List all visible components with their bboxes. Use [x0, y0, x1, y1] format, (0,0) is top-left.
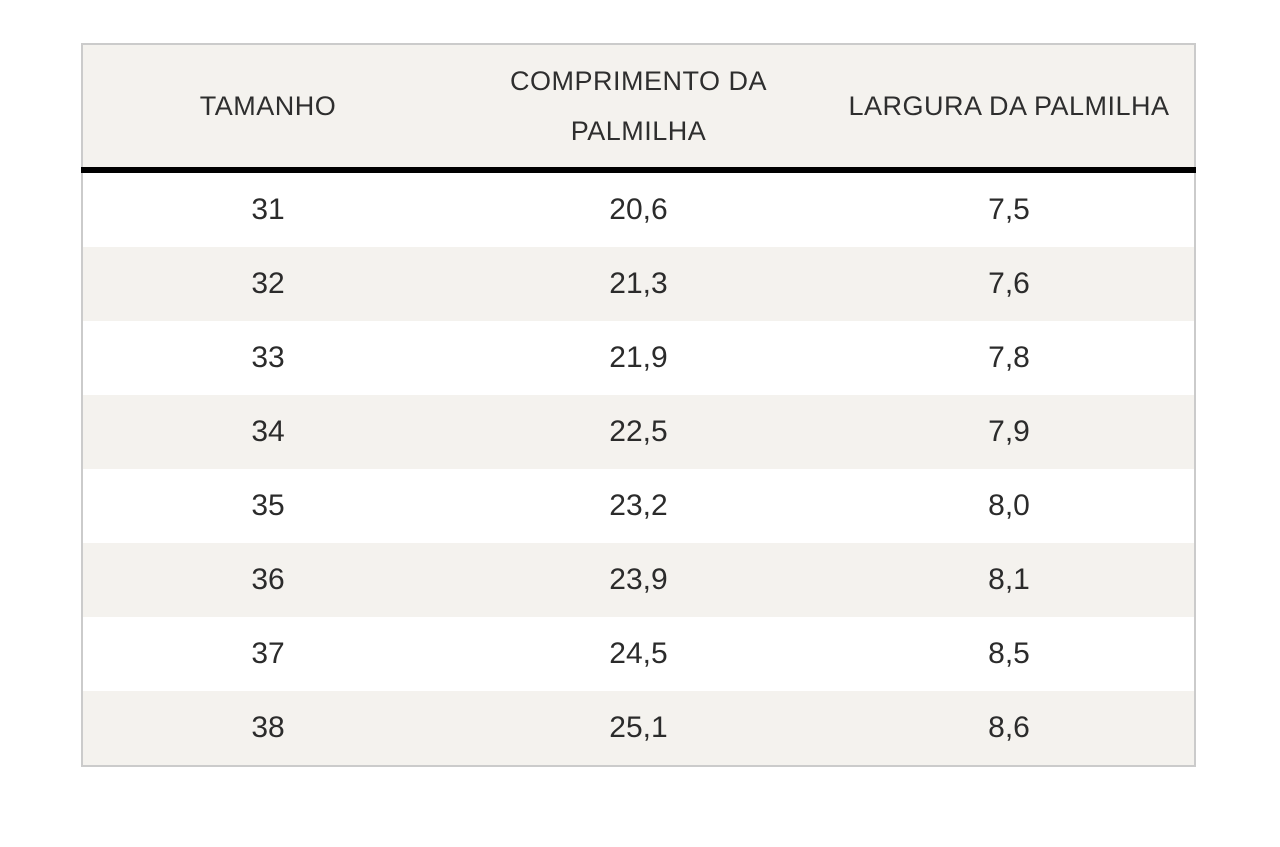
table-cell: 7,5	[824, 170, 1195, 247]
column-header-tamanho: TAMANHO	[82, 44, 453, 173]
table-row: 34 22,5 7,9	[82, 395, 1195, 469]
table-header-row: TAMANHO COMPRIMENTO DA PALMILHA LARGURA …	[82, 44, 1195, 173]
table-cell: 31	[82, 170, 453, 247]
table-row: 36 23,9 8,1	[82, 543, 1195, 617]
table-cell: 8,0	[824, 469, 1195, 543]
table-cell: 34	[82, 395, 453, 469]
column-header-comprimento-da-palmilha: COMPRIMENTO DA PALMILHA	[453, 44, 824, 173]
table-cell: 22,5	[453, 395, 824, 469]
column-header-largura-da-palmilha: LARGURA DA PALMILHA	[824, 44, 1195, 173]
table-row: 31 20,6 7,5	[82, 170, 1195, 247]
table-cell: 23,2	[453, 469, 824, 543]
table-cell: 23,9	[453, 543, 824, 617]
size-chart-table: TAMANHO COMPRIMENTO DA PALMILHA LARGURA …	[81, 43, 1196, 767]
table-cell: 38	[82, 691, 453, 766]
table-cell: 25,1	[453, 691, 824, 766]
table-cell: 21,9	[453, 321, 824, 395]
table-cell: 33	[82, 321, 453, 395]
table-cell: 8,1	[824, 543, 1195, 617]
table-cell: 7,6	[824, 247, 1195, 321]
table-row: 38 25,1 8,6	[82, 691, 1195, 766]
size-chart-container: TAMANHO COMPRIMENTO DA PALMILHA LARGURA …	[81, 43, 1196, 767]
table-cell: 7,9	[824, 395, 1195, 469]
table-cell: 21,3	[453, 247, 824, 321]
table-cell: 37	[82, 617, 453, 691]
table-row: 33 21,9 7,8	[82, 321, 1195, 395]
table-header: TAMANHO COMPRIMENTO DA PALMILHA LARGURA …	[82, 44, 1195, 173]
table-body: 31 20,6 7,5 32 21,3 7,6 33 21,9 7,8 34 22,5 7,9 35 23…	[82, 170, 1195, 766]
table-row: 35 23,2 8,0	[82, 469, 1195, 543]
table-cell: 7,8	[824, 321, 1195, 395]
table-cell: 35	[82, 469, 453, 543]
table-row: 37 24,5 8,5	[82, 617, 1195, 691]
table-cell: 8,5	[824, 617, 1195, 691]
table-cell: 32	[82, 247, 453, 321]
table-cell: 8,6	[824, 691, 1195, 766]
table-cell: 20,6	[453, 170, 824, 247]
table-row: 32 21,3 7,6	[82, 247, 1195, 321]
table-cell: 36	[82, 543, 453, 617]
table-cell: 24,5	[453, 617, 824, 691]
